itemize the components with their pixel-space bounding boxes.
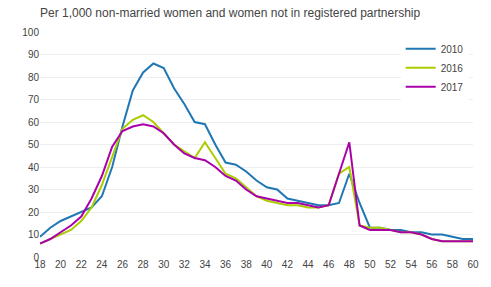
svg-text:18: 18 bbox=[34, 259, 46, 270]
svg-text:40: 40 bbox=[28, 162, 40, 173]
svg-text:60: 60 bbox=[467, 259, 479, 270]
svg-text:Per 1,000 non-married women an: Per 1,000 non-married women and women no… bbox=[40, 6, 421, 20]
svg-text:44: 44 bbox=[302, 259, 314, 270]
svg-text:24: 24 bbox=[96, 259, 108, 270]
svg-text:2016: 2016 bbox=[441, 63, 464, 74]
svg-text:10: 10 bbox=[28, 229, 40, 240]
svg-text:50: 50 bbox=[28, 139, 40, 150]
svg-text:20: 20 bbox=[55, 259, 67, 270]
svg-text:42: 42 bbox=[282, 259, 294, 270]
svg-text:40: 40 bbox=[261, 259, 273, 270]
svg-text:28: 28 bbox=[138, 259, 150, 270]
svg-text:100: 100 bbox=[22, 27, 39, 38]
svg-text:20: 20 bbox=[28, 207, 40, 218]
svg-text:58: 58 bbox=[447, 259, 459, 270]
svg-text:26: 26 bbox=[117, 259, 129, 270]
svg-text:70: 70 bbox=[28, 94, 40, 105]
svg-text:0: 0 bbox=[33, 252, 39, 263]
svg-text:22: 22 bbox=[76, 259, 88, 270]
svg-text:50: 50 bbox=[364, 259, 376, 270]
svg-text:52: 52 bbox=[385, 259, 397, 270]
svg-text:30: 30 bbox=[28, 184, 40, 195]
svg-text:30: 30 bbox=[158, 259, 170, 270]
svg-text:56: 56 bbox=[426, 259, 438, 270]
svg-text:34: 34 bbox=[199, 259, 211, 270]
svg-text:32: 32 bbox=[179, 259, 191, 270]
svg-text:90: 90 bbox=[28, 49, 40, 60]
svg-text:60: 60 bbox=[28, 117, 40, 128]
svg-text:2017: 2017 bbox=[441, 82, 464, 93]
svg-text:48: 48 bbox=[344, 259, 356, 270]
svg-text:54: 54 bbox=[406, 259, 418, 270]
svg-text:36: 36 bbox=[220, 259, 232, 270]
svg-text:2010: 2010 bbox=[441, 44, 464, 55]
svg-text:38: 38 bbox=[241, 259, 253, 270]
svg-text:46: 46 bbox=[323, 259, 335, 270]
svg-text:80: 80 bbox=[28, 72, 40, 83]
